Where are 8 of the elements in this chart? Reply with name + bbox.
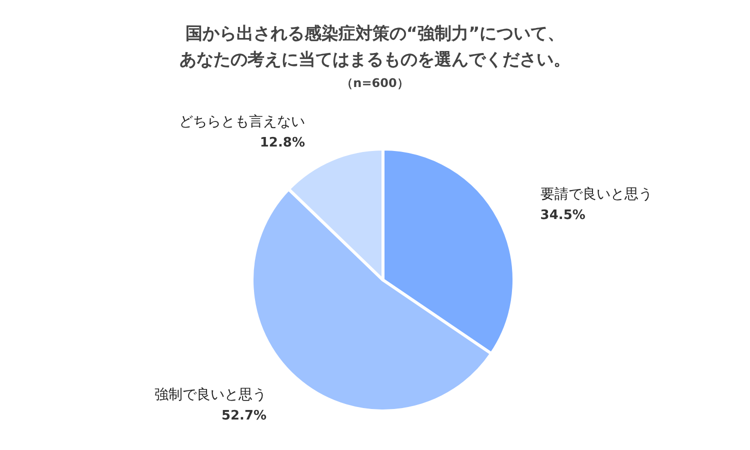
slice-label: 強制で良いと思う <box>154 387 267 404</box>
chart-title: 国から出される感染症対策の“強制力”について、あなたの考えに当てはまるものを選んでください。 <box>180 24 570 70</box>
data-label: 12.8% <box>260 135 305 150</box>
data-label: 52.7% <box>221 408 267 424</box>
slice-label: 要請で良いと思う <box>540 186 652 203</box>
data-label: 34.5% <box>540 208 586 224</box>
slice-label: どちらとも言えない <box>178 114 305 130</box>
chart-subtitle: （n=600） <box>341 76 409 90</box>
